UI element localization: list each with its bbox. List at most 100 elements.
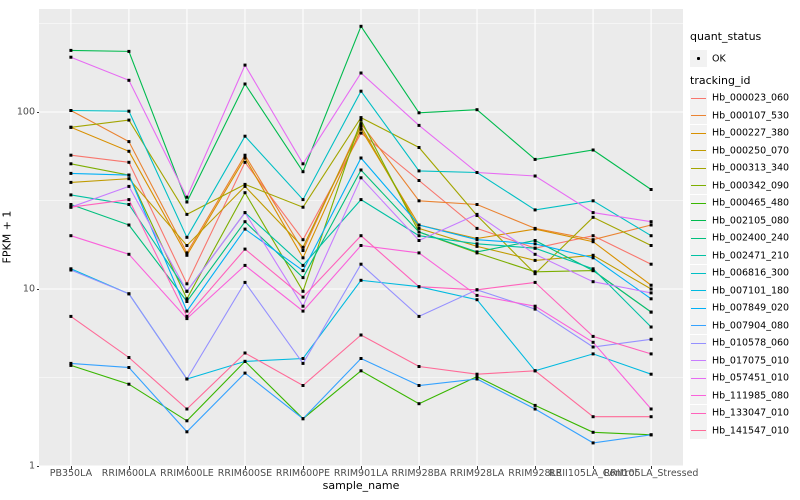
data-point	[359, 262, 363, 266]
legend-key-line	[690, 352, 707, 369]
data-point	[185, 430, 189, 434]
data-point	[185, 309, 189, 313]
legend-item-Hb_007904_080: Hb_007904_080	[690, 317, 800, 334]
x-tick-mark	[651, 466, 653, 469]
data-point	[649, 262, 653, 266]
data-point	[359, 198, 363, 202]
data-point	[359, 89, 363, 93]
data-point	[649, 325, 653, 329]
data-point	[591, 199, 595, 203]
data-point	[649, 433, 653, 437]
data-point	[301, 304, 305, 308]
data-point	[591, 215, 595, 219]
data-point	[649, 287, 653, 291]
data-point	[475, 226, 479, 230]
legend-item-label: Hb_007101_180	[712, 285, 790, 296]
legend-key-line	[690, 317, 707, 334]
legend-item-label: Hb_000107_530	[712, 110, 790, 121]
data-point	[533, 272, 537, 276]
plot-canvas	[39, 9, 683, 467]
legend-item-Hb_133047_010: Hb_133047_010	[690, 404, 800, 422]
data-point	[591, 238, 595, 242]
data-point	[69, 363, 73, 367]
legend-item-Hb_141547_010: Hb_141547_010	[690, 422, 800, 439]
data-point	[301, 162, 305, 166]
x-tick-mark	[70, 466, 72, 469]
legend-item-Hb_000313_340: Hb_000313_340	[690, 159, 800, 177]
line-swatch-icon	[691, 360, 706, 362]
x-tick-mark	[535, 466, 537, 469]
data-point	[127, 292, 131, 296]
legend-item-label: OK	[712, 53, 726, 64]
line-swatch-icon	[691, 325, 706, 327]
legend-item-label: Hb_002105_080	[712, 215, 790, 226]
data-point	[591, 234, 595, 238]
data-point	[301, 256, 305, 260]
data-point	[359, 369, 363, 373]
line-swatch-icon	[691, 132, 706, 134]
x-tick-mark	[128, 466, 130, 469]
data-point	[417, 251, 421, 255]
data-point	[533, 252, 537, 256]
legend-item-label: Hb_002471_210	[712, 250, 790, 261]
data-point	[243, 82, 247, 86]
x-tick-label: RRIM928BA	[391, 468, 447, 479]
x-tick-mark	[419, 466, 421, 469]
data-point	[127, 173, 131, 177]
line-swatch-icon	[691, 342, 706, 344]
data-point	[127, 149, 131, 153]
data-point	[243, 359, 247, 363]
x-tick-label: RRIM928LA	[449, 468, 505, 479]
x-tick-label: RRII105LA_Control	[549, 468, 638, 479]
line-swatch-icon	[691, 255, 706, 257]
data-point	[127, 184, 131, 188]
data-point	[475, 377, 479, 381]
data-point	[591, 430, 595, 434]
data-point	[243, 63, 247, 67]
line-swatch-icon	[691, 185, 706, 187]
x-tick-label: RRIM600SE	[217, 468, 273, 479]
data-point	[533, 208, 537, 212]
legend-key-line	[690, 299, 707, 317]
data-point	[69, 314, 73, 318]
x-tick-label: PB350LA	[49, 468, 93, 479]
data-point	[475, 244, 479, 248]
data-point	[649, 234, 653, 238]
data-point	[591, 340, 595, 344]
data-point	[301, 205, 305, 209]
data-point	[127, 49, 131, 53]
line-swatch-icon	[691, 430, 706, 432]
legend-key-line	[690, 177, 707, 194]
data-point	[417, 169, 421, 173]
data-point	[243, 184, 247, 188]
data-point	[185, 419, 189, 423]
data-point	[417, 226, 421, 230]
data-point	[591, 345, 595, 349]
data-point	[301, 295, 305, 299]
legend-key-line	[690, 159, 707, 177]
data-point	[359, 333, 363, 337]
legend-key-line	[690, 142, 707, 159]
x-tick-label: RRIM600PE	[275, 468, 331, 479]
data-point	[185, 282, 189, 286]
data-point	[475, 171, 479, 174]
line-swatch-icon	[691, 220, 706, 222]
legend-item-Hb_000465_480: Hb_000465_480	[690, 194, 800, 212]
data-point	[475, 375, 479, 379]
data-point	[649, 283, 653, 287]
data-point	[301, 384, 305, 387]
data-point	[533, 174, 537, 178]
data-point	[243, 371, 247, 375]
data-point	[127, 356, 131, 359]
data-point	[359, 124, 363, 128]
data-point	[243, 160, 247, 164]
data-point	[417, 365, 421, 368]
data-point	[649, 220, 653, 224]
data-point	[591, 240, 595, 244]
legend-item-Hb_002105_080: Hb_002105_080	[690, 212, 800, 229]
data-point	[533, 239, 537, 242]
data-point	[185, 300, 189, 303]
data-point	[185, 377, 189, 381]
data-point	[69, 193, 73, 197]
data-point	[649, 244, 653, 247]
